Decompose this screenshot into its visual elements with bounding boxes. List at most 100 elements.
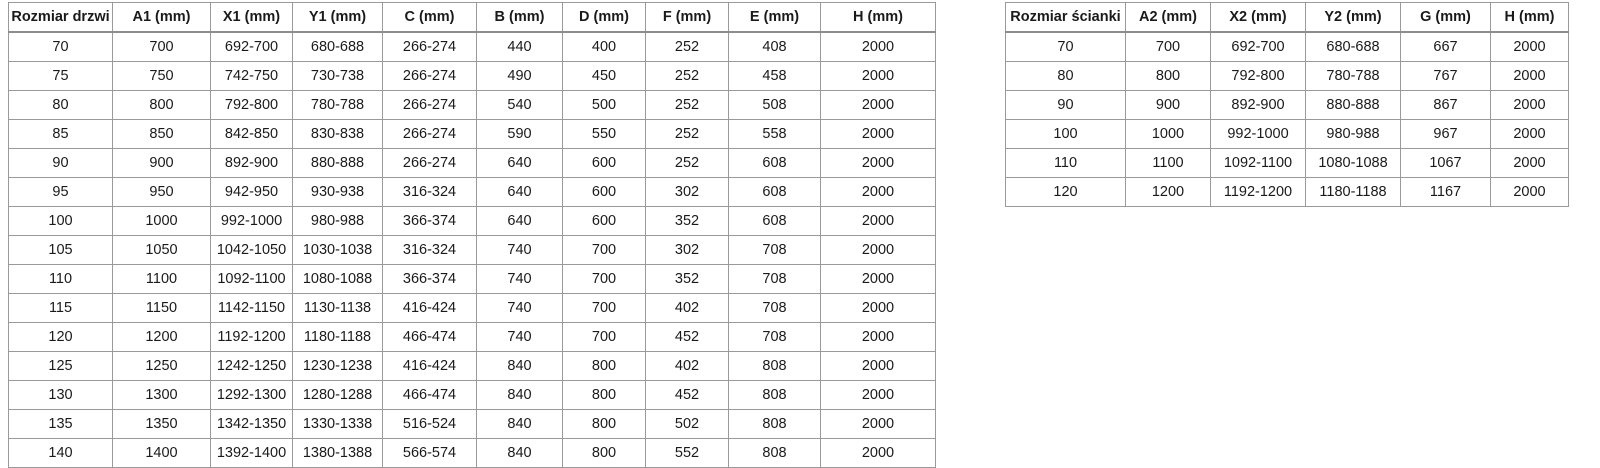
table-cell: 402 [645, 351, 729, 381]
table-cell: 930-938 [292, 177, 383, 207]
table-cell: 1042-1050 [210, 235, 293, 265]
table-cell: 366-374 [382, 264, 477, 294]
table-cell: 1400 [112, 438, 211, 468]
table-cell: 1100 [112, 264, 211, 294]
table-cell: 466-474 [382, 380, 477, 410]
table-cell: 900 [1125, 90, 1211, 120]
table-cell: 302 [645, 177, 729, 207]
table-row: 70 700 692-700 680-688 266-274 440 400 252 408 20… [8, 31, 936, 62]
table-cell: 316-324 [382, 177, 477, 207]
column-header: H (mm) [820, 2, 936, 33]
table-cell: 767 [1400, 61, 1491, 91]
table-cell: 400 [562, 31, 646, 62]
table-cell: 942-950 [210, 177, 293, 207]
table-cell: 700 [562, 293, 646, 323]
table-cell: 450 [562, 61, 646, 91]
table-cell: 708 [728, 264, 821, 294]
table-row: 100 1000 992-1000 980-988 967 2000 [1005, 119, 1569, 149]
table-cell: 2000 [820, 177, 936, 207]
table-cell: 1130-1138 [292, 293, 383, 323]
table-cell: 600 [562, 148, 646, 178]
table-cell: 880-888 [1305, 90, 1401, 120]
table-cell: 1000 [112, 206, 211, 236]
table-cell: 808 [728, 409, 821, 439]
table-cell: 2000 [820, 31, 936, 62]
table-cell: 692-700 [210, 31, 293, 62]
table-cell: 2000 [1490, 177, 1569, 207]
table-cell: 780-788 [292, 90, 383, 120]
door-table-header: Rozmiar drzwi A1 (mm) X1 (mm) Y1 (mm) C (mm)… [8, 2, 936, 33]
table-cell: 2000 [820, 90, 936, 120]
table-cell: 700 [112, 31, 211, 62]
table-cell: 508 [728, 90, 821, 120]
table-cell: 740 [476, 293, 563, 323]
table-cell: 252 [645, 119, 729, 149]
door-size-table: Rozmiar drzwi A1 (mm) X1 (mm) Y1 (mm) C (mm)… [8, 2, 936, 468]
table-cell: 708 [728, 322, 821, 352]
column-header: A1 (mm) [112, 2, 211, 33]
column-header: Y1 (mm) [292, 2, 383, 33]
table-cell: 800 [112, 90, 211, 120]
table-cell: 980-988 [1305, 119, 1401, 149]
table-cell: 2000 [820, 438, 936, 468]
table-cell: 740 [476, 235, 563, 265]
door-table-body: 70 700 692-700 680-688 266-274 440 400 252 408 20… [8, 31, 936, 468]
table-cell: 700 [1125, 31, 1211, 62]
table-cell: 800 [562, 409, 646, 439]
table-cell: 808 [728, 380, 821, 410]
table-cell: 252 [645, 90, 729, 120]
table-cell: 880-888 [292, 148, 383, 178]
table-cell: 1167 [1400, 177, 1491, 207]
table-cell: 640 [476, 148, 563, 178]
table-cell: 800 [1125, 61, 1211, 91]
table-cell: 2000 [820, 409, 936, 439]
wall-panel-size-table: Rozmiar ścianki A2 (mm) X2 (mm) Y2 (mm) G (m… [1005, 2, 1569, 207]
table-cell: 600 [562, 177, 646, 207]
table-cell: 2000 [820, 206, 936, 236]
table-cell: 640 [476, 177, 563, 207]
table-row: 70 700 692-700 680-688 667 2000 [1005, 31, 1569, 62]
table-cell: 1000 [1125, 119, 1211, 149]
table-cell: 800 [562, 438, 646, 468]
table-cell: 302 [645, 235, 729, 265]
row-size-label: 105 [8, 235, 113, 265]
table-cell: 352 [645, 206, 729, 236]
table-cell: 566-574 [382, 438, 477, 468]
table-cell: 867 [1400, 90, 1491, 120]
table-cell: 552 [645, 438, 729, 468]
table-cell: 266-274 [382, 61, 477, 91]
table-cell: 840 [476, 351, 563, 381]
table-cell: 2000 [820, 119, 936, 149]
table-row: 105 1050 1042-1050 1030-1038 316-324 740 700 30… [8, 235, 936, 265]
table-cell: 2000 [820, 380, 936, 410]
table-cell: 980-988 [292, 206, 383, 236]
table-cell: 1280-1288 [292, 380, 383, 410]
table-cell: 1180-1188 [1305, 177, 1401, 207]
table-cell: 1250 [112, 351, 211, 381]
table-cell: 1067 [1400, 148, 1491, 178]
column-header: Y2 (mm) [1305, 2, 1401, 33]
table-cell: 440 [476, 31, 563, 62]
column-header: B (mm) [476, 2, 563, 33]
table-cell: 558 [728, 119, 821, 149]
table-cell: 1242-1250 [210, 351, 293, 381]
table-row: 135 1350 1342-1350 1330-1338 516-524 840 800 50… [8, 409, 936, 439]
table-row: 110 1100 1092-1100 1080-1088 1067 2000 [1005, 148, 1569, 178]
table-cell: 608 [728, 177, 821, 207]
table-cell: 1200 [112, 322, 211, 352]
table-cell: 808 [728, 438, 821, 468]
table-cell: 692-700 [1210, 31, 1306, 62]
column-header: C (mm) [382, 2, 477, 33]
table-cell: 316-324 [382, 235, 477, 265]
table-cell: 550 [562, 119, 646, 149]
table-cell: 700 [562, 322, 646, 352]
table-cell: 640 [476, 206, 563, 236]
table-cell: 2000 [1490, 148, 1569, 178]
table-cell: 1050 [112, 235, 211, 265]
row-size-label: 100 [1005, 119, 1126, 149]
table-cell: 1180-1188 [292, 322, 383, 352]
table-cell: 2000 [820, 351, 936, 381]
table-cell: 416-424 [382, 351, 477, 381]
row-size-label: 70 [1005, 31, 1126, 62]
table-cell: 2000 [1490, 61, 1569, 91]
